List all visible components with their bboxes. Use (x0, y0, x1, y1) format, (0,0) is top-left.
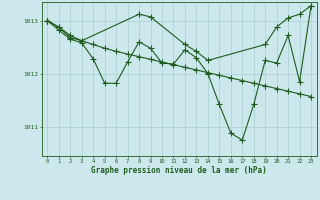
X-axis label: Graphe pression niveau de la mer (hPa): Graphe pression niveau de la mer (hPa) (91, 166, 267, 175)
